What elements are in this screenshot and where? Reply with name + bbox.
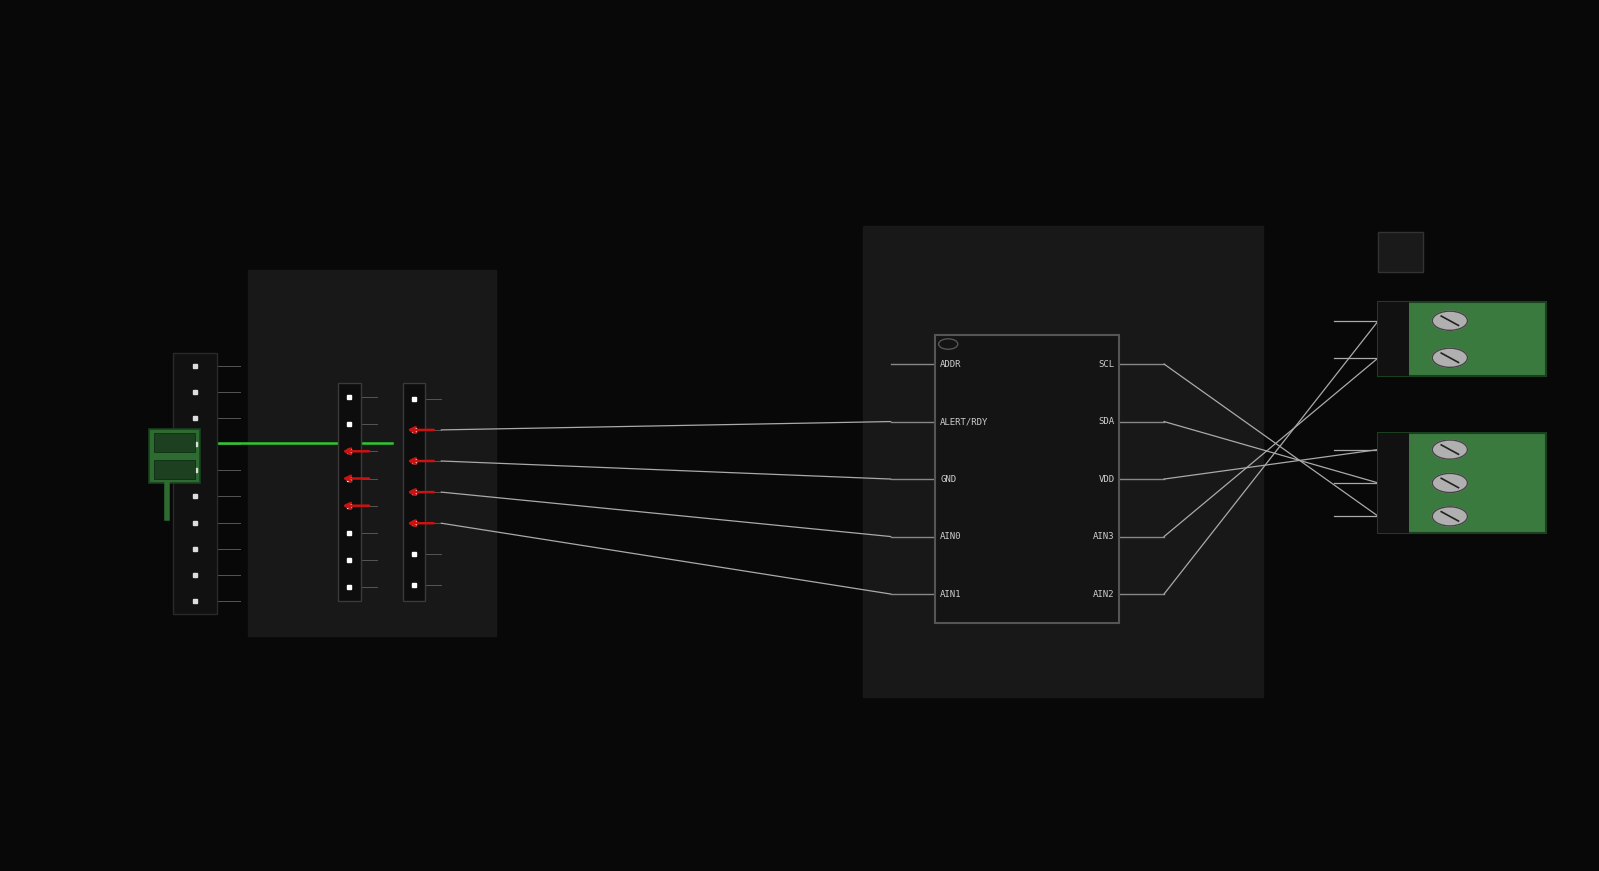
Bar <box>149 429 200 483</box>
Bar <box>173 353 217 614</box>
Bar <box>337 383 360 601</box>
Circle shape <box>1433 348 1468 368</box>
Bar <box>248 270 496 636</box>
Bar <box>154 461 195 479</box>
Text: AIN0: AIN0 <box>940 532 961 541</box>
Text: SDA: SDA <box>1099 417 1115 426</box>
Text: AIN1: AIN1 <box>940 590 961 598</box>
Bar <box>1378 302 1546 376</box>
Bar <box>1378 433 1546 533</box>
Bar <box>154 434 195 452</box>
Text: AIN3: AIN3 <box>1094 532 1115 541</box>
Bar <box>863 226 1263 697</box>
Text: GND: GND <box>940 475 956 483</box>
Circle shape <box>1433 440 1468 459</box>
Circle shape <box>1433 507 1468 526</box>
Text: SCL: SCL <box>1099 360 1115 368</box>
Bar <box>1378 232 1423 272</box>
Text: ALERT/RDY: ALERT/RDY <box>940 417 988 426</box>
Bar <box>935 335 1119 623</box>
Bar <box>1378 302 1409 376</box>
Circle shape <box>1433 311 1468 330</box>
Text: VDD: VDD <box>1099 475 1115 483</box>
Bar <box>403 383 425 601</box>
Text: ADDR: ADDR <box>940 360 961 368</box>
Circle shape <box>1433 474 1468 493</box>
Bar <box>1378 433 1409 533</box>
Text: AIN2: AIN2 <box>1094 590 1115 598</box>
